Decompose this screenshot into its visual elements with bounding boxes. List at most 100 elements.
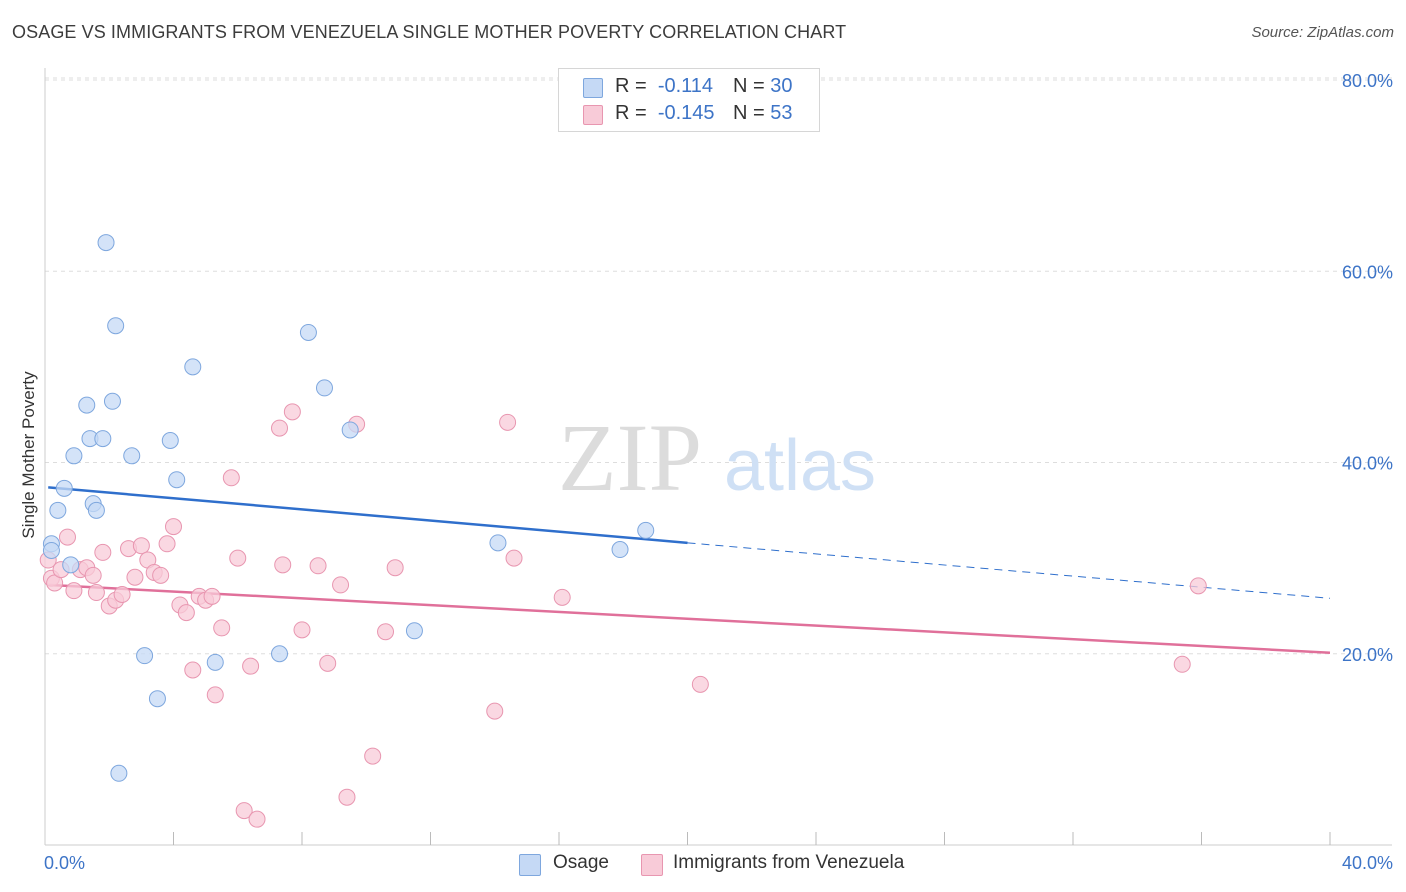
venezuela-point bbox=[364, 747, 382, 765]
venezuela-point bbox=[203, 587, 221, 605]
y-tick-label: 20.0% bbox=[1342, 645, 1393, 665]
watermark: ZIP atlas bbox=[558, 404, 876, 511]
osage-point bbox=[62, 556, 80, 574]
venezuela-point bbox=[319, 654, 337, 672]
venezuela-point bbox=[184, 661, 202, 679]
venezuela-point bbox=[309, 557, 327, 575]
y-tick-label: 80.0% bbox=[1342, 71, 1393, 91]
venezuela-point bbox=[113, 585, 131, 603]
venezuela-point bbox=[248, 810, 266, 828]
legend-n-label: N = bbox=[733, 102, 765, 124]
venezuela-point bbox=[213, 619, 231, 637]
venezuela-point bbox=[94, 543, 112, 561]
venezuela-point bbox=[165, 518, 182, 536]
trend-line-osage-extrapolated bbox=[687, 542, 1331, 599]
osage-point bbox=[42, 541, 60, 559]
venezuela-point bbox=[177, 604, 195, 622]
osage-point bbox=[107, 317, 125, 335]
osage-point bbox=[94, 430, 112, 448]
bottom-legend-label-osage: Osage bbox=[553, 852, 609, 873]
legend-r-value-venezuela: -0.145 bbox=[657, 102, 715, 124]
osage-point bbox=[611, 541, 629, 559]
bottom-legend-swatch-osage bbox=[519, 854, 541, 876]
venezuela-point bbox=[65, 582, 83, 600]
venezuela-point bbox=[691, 675, 709, 693]
legend-n-value-venezuela: 53 bbox=[770, 102, 793, 124]
osage-point bbox=[123, 447, 141, 465]
bottom-legend-swatch-venezuela bbox=[641, 854, 663, 876]
venezuela-point bbox=[84, 566, 102, 584]
y-tick-label: 60.0% bbox=[1342, 262, 1393, 282]
osage-point bbox=[168, 471, 186, 489]
venezuela-point bbox=[152, 566, 170, 584]
venezuela-point bbox=[271, 419, 289, 437]
venezuela-point bbox=[338, 788, 356, 806]
venezuela-point bbox=[87, 584, 105, 602]
trend-lines bbox=[48, 486, 1331, 655]
x-tick-label-min: 0.0% bbox=[44, 853, 85, 873]
legend-n-value-osage: 30 bbox=[770, 75, 793, 97]
venezuela-point bbox=[235, 802, 253, 820]
legend-n-label: N = bbox=[733, 75, 765, 97]
osage-point bbox=[87, 501, 105, 519]
venezuela-point bbox=[274, 556, 292, 574]
venezuela-point bbox=[553, 588, 571, 606]
venezuela-point bbox=[1173, 655, 1191, 673]
chart-title: OSAGE VS IMMIGRANTS FROM VENEZUELA SINGL… bbox=[12, 22, 847, 42]
osage-point bbox=[97, 234, 115, 252]
venezuela-point bbox=[332, 576, 350, 594]
osage-point bbox=[78, 396, 96, 414]
trend-line-osage bbox=[48, 486, 688, 545]
series-osage-points bbox=[42, 234, 655, 782]
y-tick-label: 40.0% bbox=[1342, 454, 1393, 474]
grid-lines bbox=[45, 77, 1392, 655]
osage-point bbox=[136, 647, 154, 665]
correlation-legend: R = -0.114 N = 30 R = -0.145 N = 53 bbox=[558, 68, 820, 132]
venezuela-point bbox=[206, 686, 224, 704]
venezuela-point bbox=[1189, 577, 1207, 595]
venezuela-point bbox=[283, 403, 301, 421]
x-tick-label-max: 40.0% bbox=[1342, 853, 1393, 873]
venezuela-point bbox=[499, 413, 517, 431]
bottom-legend-label-venezuela: Immigrants from Venezuela bbox=[673, 852, 905, 873]
tick-labels: 20.0% 40.0% 60.0% 80.0% 0.0% 40.0% bbox=[44, 71, 1393, 873]
y-axis-label: Single Mother Poverty bbox=[19, 371, 38, 539]
osage-point bbox=[148, 690, 166, 708]
venezuela-point bbox=[242, 657, 260, 675]
watermark-atlas: atlas bbox=[724, 426, 876, 506]
legend-r-label: R = bbox=[615, 102, 647, 124]
venezuela-point bbox=[132, 537, 150, 555]
osage-point bbox=[315, 379, 333, 397]
venezuela-point bbox=[126, 568, 144, 586]
series-venezuela-points bbox=[39, 403, 1207, 828]
osage-point bbox=[206, 653, 224, 671]
osage-point bbox=[405, 622, 423, 640]
venezuela-point bbox=[158, 535, 176, 553]
venezuela-point bbox=[386, 559, 404, 577]
osage-point bbox=[271, 645, 289, 663]
venezuela-point bbox=[505, 549, 523, 567]
osage-point bbox=[110, 764, 128, 782]
osage-point bbox=[299, 323, 317, 341]
venezuela-point bbox=[58, 528, 76, 546]
axes bbox=[44, 68, 1392, 846]
legend-swatch-osage bbox=[583, 78, 603, 98]
trend-line-venezuela bbox=[48, 583, 1331, 655]
osage-point bbox=[184, 358, 202, 376]
osage-point bbox=[161, 432, 179, 450]
venezuela-point bbox=[486, 702, 504, 720]
watermark-zip: ZIP bbox=[558, 404, 702, 511]
legend-r-value-osage: -0.114 bbox=[657, 75, 714, 97]
osage-point bbox=[489, 534, 507, 552]
osage-point bbox=[103, 392, 121, 410]
venezuela-point bbox=[229, 549, 247, 567]
venezuela-point bbox=[377, 623, 395, 641]
osage-point bbox=[49, 501, 67, 519]
venezuela-point bbox=[222, 469, 240, 487]
legend-swatch-venezuela bbox=[583, 105, 603, 125]
osage-point bbox=[65, 447, 83, 465]
source-label: Source: ZipAtlas.com bbox=[1251, 24, 1394, 41]
legend-r-label: R = bbox=[615, 75, 647, 97]
venezuela-point bbox=[293, 621, 311, 639]
osage-point bbox=[341, 421, 359, 439]
